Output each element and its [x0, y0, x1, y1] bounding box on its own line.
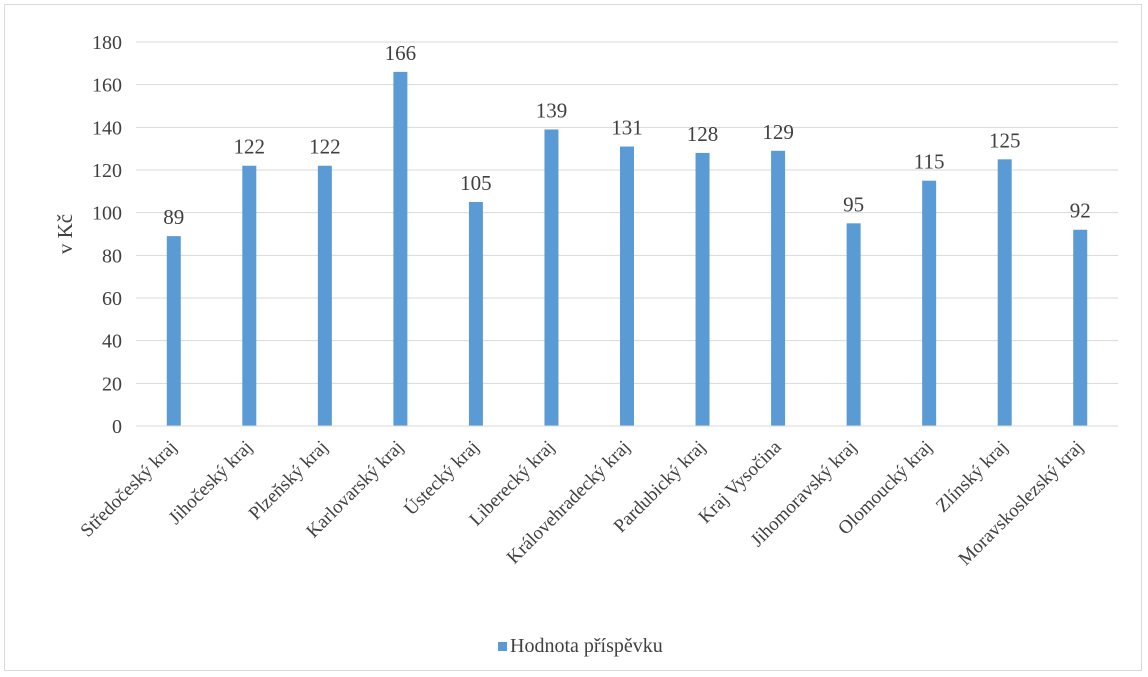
data-label: 122	[234, 135, 266, 159]
y-tick-label: 80	[102, 245, 122, 267]
bar	[544, 129, 559, 426]
bar	[922, 180, 937, 426]
data-label: 122	[309, 135, 341, 159]
data-labels: 89 122 122 166 105 139 131 128 129 95 115 125 92	[163, 41, 1090, 229]
data-label: 95	[843, 192, 864, 216]
y-tick-label: 100	[92, 203, 122, 225]
data-label: 128	[687, 122, 719, 146]
x-tick-label: Zlínský kraj	[932, 437, 1012, 517]
legend-swatch	[498, 642, 507, 651]
bars	[166, 71, 1088, 427]
y-axis-ticks: 0 20 40 60 80 100 120 140 160 180	[92, 32, 122, 438]
y-tick-label: 120	[92, 160, 122, 182]
y-tick-label: 140	[92, 117, 122, 139]
bar	[317, 165, 332, 426]
data-label: 115	[914, 150, 945, 174]
legend[interactable]: Hodnota příspěvku	[498, 635, 663, 657]
data-label: 131	[611, 116, 643, 140]
y-tick-label: 160	[92, 75, 122, 97]
chart-frame	[4, 4, 1142, 671]
data-label: 89	[163, 205, 184, 229]
y-tick-label: 180	[92, 32, 122, 54]
x-tick-label: Moravskoslezský kraj	[955, 437, 1088, 570]
y-tick-label: 20	[102, 373, 122, 395]
y-tick-label: 40	[102, 331, 122, 353]
bar	[620, 146, 634, 427]
x-tick-label: Královehradecký kraj	[503, 437, 635, 569]
bar	[166, 236, 181, 426]
y-axis-title: v Kč	[53, 214, 77, 254]
legend-label: Hodnota příspěvku	[510, 635, 663, 657]
data-label: 125	[989, 128, 1021, 152]
y-tick-label: 60	[102, 288, 122, 310]
data-label: 92	[1070, 199, 1091, 223]
data-label: 105	[460, 171, 492, 195]
data-label: 139	[536, 98, 568, 122]
bar	[997, 159, 1012, 427]
bar	[468, 202, 483, 426]
bar	[695, 152, 710, 426]
bar	[846, 223, 861, 426]
data-label: 129	[762, 120, 794, 144]
data-label: 166	[385, 41, 417, 65]
x-tick-label: Ústecký kraj	[400, 436, 484, 520]
x-tick-label: Středočeský kraj	[77, 437, 182, 542]
bar	[771, 150, 786, 427]
y-tick-label: 0	[112, 416, 122, 438]
bar	[242, 165, 257, 426]
bar	[393, 71, 408, 426]
bar	[1073, 229, 1088, 426]
